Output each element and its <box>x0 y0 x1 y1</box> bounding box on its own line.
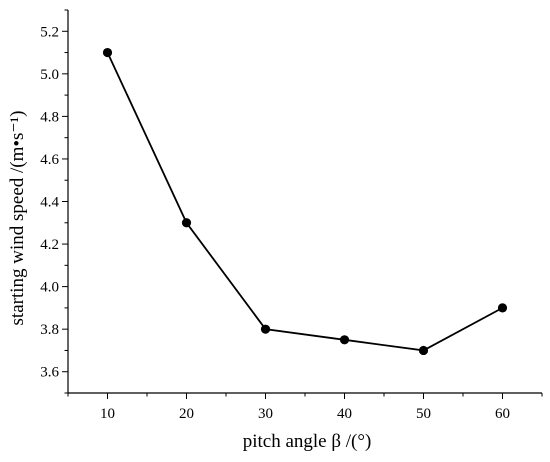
x-tick-labels: 10 20 30 40 50 60 <box>100 406 510 422</box>
y-tick-label: 5.0 <box>40 67 59 83</box>
data-point <box>339 335 350 345</box>
y-axis-label: starting wind speed /(m•s⁻¹) <box>7 111 28 326</box>
data-point <box>497 303 508 313</box>
x-tick-label: 40 <box>337 406 352 422</box>
x-tick-label: 10 <box>100 406 115 422</box>
data-point <box>102 47 113 58</box>
y-tick-label: 4.0 <box>40 280 59 296</box>
tick-marks <box>62 9 543 399</box>
axes <box>67 10 542 394</box>
y-tick-labels: 3.6 3.8 4.0 4.2 4.4 4.6 4.8 5.0 5.2 <box>40 24 59 380</box>
y-tick-label: 4.6 <box>40 152 59 168</box>
x-tick-label: 60 <box>495 406 510 422</box>
series-layer <box>106 52 503 352</box>
data-point <box>181 218 192 228</box>
y-tick-label: 4.4 <box>40 195 59 211</box>
y-tick-label: 5.2 <box>40 24 59 40</box>
y-tick-label: 3.8 <box>40 322 59 338</box>
data-point <box>260 324 271 334</box>
x-axis-label: pitch angle β /(°) <box>243 431 372 452</box>
x-tick-label: 50 <box>416 406 431 422</box>
x-tick-label: 30 <box>258 406 273 422</box>
markers-layer <box>102 47 508 356</box>
series-line <box>106 52 503 352</box>
y-tick-label: 4.2 <box>40 237 59 253</box>
y-tick-label: 4.8 <box>40 109 59 125</box>
y-tick-label: 3.6 <box>40 365 59 381</box>
x-tick-label: 20 <box>179 406 194 422</box>
data-point <box>418 345 429 356</box>
